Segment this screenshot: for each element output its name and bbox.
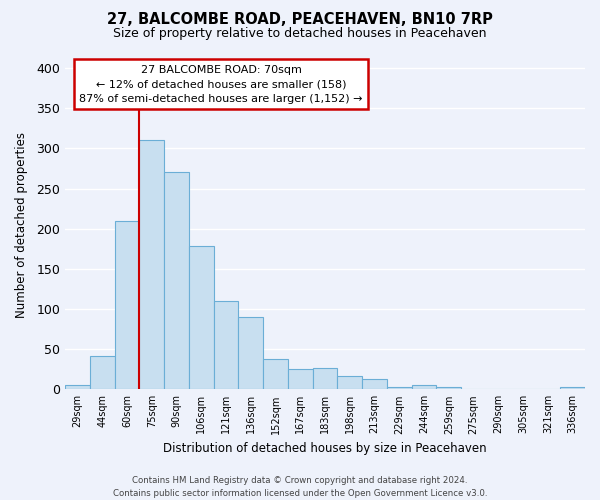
- Bar: [214, 301, 238, 390]
- Bar: [313, 368, 337, 390]
- X-axis label: Distribution of detached houses by size in Peacehaven: Distribution of detached houses by size …: [163, 442, 487, 455]
- Bar: [90, 356, 115, 390]
- Bar: [486, 388, 511, 390]
- Bar: [461, 388, 486, 390]
- Text: Size of property relative to detached houses in Peacehaven: Size of property relative to detached ho…: [113, 28, 487, 40]
- Bar: [238, 317, 263, 390]
- Bar: [436, 387, 461, 390]
- Bar: [387, 387, 412, 390]
- Bar: [560, 387, 585, 390]
- Bar: [189, 246, 214, 390]
- Text: 27, BALCOMBE ROAD, PEACEHAVEN, BN10 7RP: 27, BALCOMBE ROAD, PEACEHAVEN, BN10 7RP: [107, 12, 493, 28]
- Bar: [362, 379, 387, 390]
- Bar: [65, 386, 90, 390]
- Text: 27 BALCOMBE ROAD: 70sqm
← 12% of detached houses are smaller (158)
87% of semi-d: 27 BALCOMBE ROAD: 70sqm ← 12% of detache…: [79, 65, 363, 104]
- Bar: [337, 376, 362, 390]
- Bar: [263, 359, 288, 390]
- Bar: [412, 386, 436, 390]
- Bar: [288, 369, 313, 390]
- Bar: [164, 172, 189, 390]
- Bar: [115, 220, 139, 390]
- Bar: [139, 140, 164, 390]
- Text: Contains HM Land Registry data © Crown copyright and database right 2024.
Contai: Contains HM Land Registry data © Crown c…: [113, 476, 487, 498]
- Y-axis label: Number of detached properties: Number of detached properties: [15, 132, 28, 318]
